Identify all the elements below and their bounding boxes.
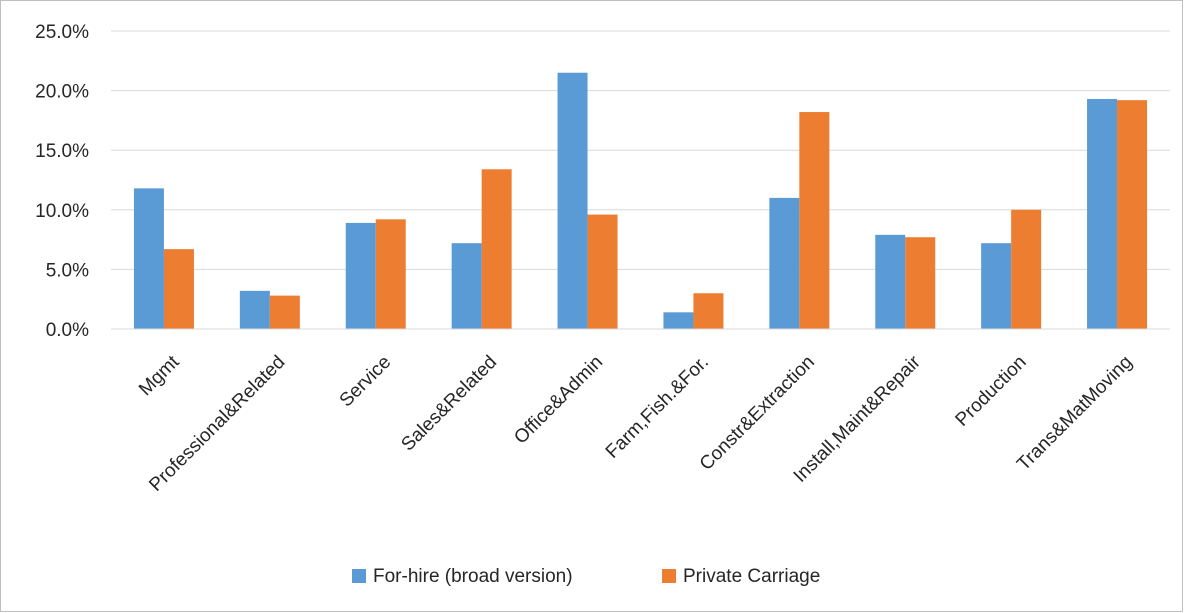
bar-private-carriage xyxy=(481,169,512,329)
x-category-label: Constr&Extraction xyxy=(696,352,819,475)
bar-for-hire xyxy=(875,234,906,329)
bar-for-hire xyxy=(239,290,270,329)
bar-private-carriage xyxy=(905,237,936,329)
bar-for-hire xyxy=(663,312,694,329)
y-tick-label: 5.0% xyxy=(46,260,89,281)
x-category-label: Office&Admin xyxy=(510,352,607,449)
x-category-label: Sales&Related xyxy=(397,352,501,456)
bar-private-carriage xyxy=(587,214,618,329)
legend-swatch xyxy=(662,569,676,583)
y-tick-label: 0.0% xyxy=(46,320,89,341)
y-tick-label: 10.0% xyxy=(35,201,89,222)
bar-for-hire xyxy=(133,188,164,329)
x-category-label: Farm,Fish.&For. xyxy=(602,352,713,463)
bar-for-hire xyxy=(345,222,376,329)
y-tick-label: 25.0% xyxy=(35,22,89,43)
bar-private-carriage xyxy=(269,295,300,329)
bar-for-hire xyxy=(769,197,800,329)
x-category-label: Service xyxy=(336,352,396,412)
bar-private-carriage xyxy=(1011,209,1042,329)
x-category-label: Mgmt xyxy=(135,351,184,400)
bar-for-hire xyxy=(557,72,588,329)
y-tick-label: 15.0% xyxy=(35,141,89,162)
bar-private-carriage xyxy=(375,219,406,329)
x-category-label: Trans&MatMoving xyxy=(1013,352,1136,475)
legend-label: Private Carriage xyxy=(683,566,820,587)
legend-label: For-hire (broad version) xyxy=(373,566,573,587)
y-tick-label: 20.0% xyxy=(35,82,89,103)
bar-for-hire xyxy=(451,243,482,329)
bar-for-hire xyxy=(1087,98,1118,329)
legend-swatch xyxy=(352,569,366,583)
bar-private-carriage xyxy=(693,293,724,329)
bar-for-hire xyxy=(981,243,1012,329)
bar-private-carriage xyxy=(799,112,830,329)
bar-private-carriage xyxy=(1117,100,1148,329)
bar-private-carriage xyxy=(163,249,194,329)
x-category-label: Production xyxy=(952,352,1031,431)
